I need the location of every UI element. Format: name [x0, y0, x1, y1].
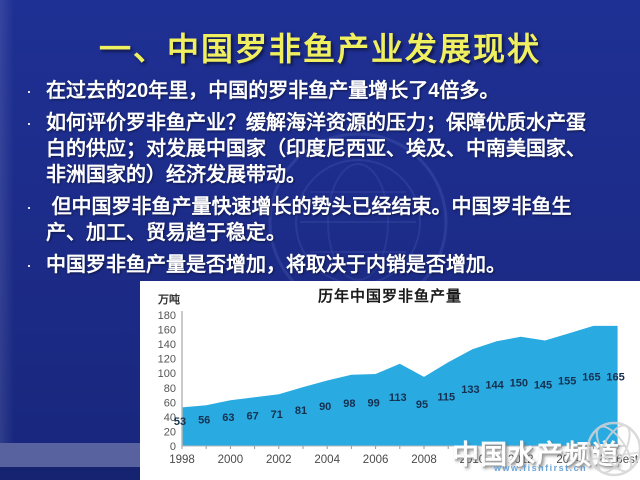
chart-unit-label: 万吨 [158, 294, 180, 306]
svg-text:150: 150 [510, 377, 528, 389]
svg-text:145: 145 [534, 379, 552, 391]
svg-text:98: 98 [343, 398, 355, 410]
svg-text:2002: 2002 [266, 454, 292, 466]
svg-text:56: 56 [198, 415, 210, 427]
svg-text:144: 144 [485, 380, 504, 392]
svg-text:80: 80 [164, 383, 176, 395]
svg-text:100: 100 [158, 368, 176, 380]
svg-text:120: 120 [158, 354, 176, 366]
svg-text:63: 63 [222, 412, 234, 424]
bullet-text: 中国罗非鱼产量是否增加，将取决于内销是否增加。 [46, 254, 506, 276]
bullet-dot: · [26, 113, 32, 133]
svg-text:180: 180 [158, 310, 176, 322]
bullet-item: · 如何评价罗非鱼产业？缓解海洋资源的压力；保障优质水产蛋白的供应；对发展中国家… [26, 110, 602, 188]
svg-text:2004: 2004 [314, 454, 340, 466]
svg-text:2016est: 2016est [597, 454, 639, 466]
svg-text:40: 40 [164, 412, 176, 424]
bullet-dot: · [26, 255, 32, 275]
chart-title: 历年中国罗非鱼产量 [317, 288, 462, 305]
bullet-dot: · [26, 81, 32, 101]
bullet-text: 如何评价罗非鱼产业？缓解海洋资源的压力；保障优质水产蛋白的供应；对发展中国家（印… [46, 112, 586, 186]
svg-text:67: 67 [246, 410, 258, 422]
svg-text:53: 53 [174, 416, 186, 428]
svg-text:99: 99 [367, 398, 379, 410]
bullet-text: 但中国罗非鱼产量快速增长的势头已经结束。中国罗非鱼生产、加工、贸易趋于稳定。 [46, 196, 572, 244]
svg-text:90: 90 [319, 401, 331, 413]
area-chart-canvas: 0 20 40 60 80 100 120 140 160 180 1998 2000 2002 2004… [158, 310, 639, 466]
svg-text:81: 81 [295, 405, 307, 417]
page-title: 一、中国罗非鱼产业发展现状 [98, 31, 541, 67]
svg-text:2010: 2010 [460, 454, 486, 466]
svg-text:133: 133 [461, 384, 479, 396]
svg-text:60: 60 [164, 397, 176, 409]
left-edge-highlight [0, 0, 14, 480]
bullet-item: · 在过去的20年里，中国的罗非鱼产量增长了4倍多。 [26, 78, 602, 104]
bullet-text: 在过去的20年里，中国的罗非鱼产量增长了4倍多。 [46, 80, 500, 102]
svg-text:113: 113 [389, 392, 407, 404]
svg-text:165: 165 [606, 371, 624, 383]
svg-text:155: 155 [558, 375, 576, 387]
production-chart: 万吨 历年中国罗非鱼产量 0 20 40 60 80 100 120 140 160 180 199… [140, 281, 640, 480]
svg-text:95: 95 [416, 399, 428, 411]
svg-text:2006: 2006 [363, 454, 389, 466]
svg-text:2008: 2008 [411, 454, 437, 466]
bullet-item: · 中国罗非鱼产量是否增加，将取决于内销是否增加。 [26, 252, 602, 278]
bullet-dot: · [26, 197, 32, 217]
svg-text:140: 140 [158, 339, 176, 351]
svg-text:2000: 2000 [218, 454, 244, 466]
svg-text:1998: 1998 [169, 454, 195, 466]
svg-text:165: 165 [582, 371, 600, 383]
svg-text:115: 115 [437, 391, 455, 403]
svg-text:2012: 2012 [508, 454, 534, 466]
bullet-list: · 在过去的20年里，中国的罗非鱼产量增长了4倍多。 · 如何评价罗非鱼产业？缓… [26, 78, 602, 284]
svg-text:2014: 2014 [556, 454, 582, 466]
svg-text:160: 160 [158, 325, 176, 337]
bullet-item: · 但中国罗非鱼产量快速增长的势头已经结束。中国罗非鱼生产、加工、贸易趋于稳定。 [26, 194, 602, 246]
svg-text:20: 20 [164, 426, 176, 438]
svg-text:0: 0 [170, 441, 176, 453]
svg-text:71: 71 [271, 409, 283, 421]
